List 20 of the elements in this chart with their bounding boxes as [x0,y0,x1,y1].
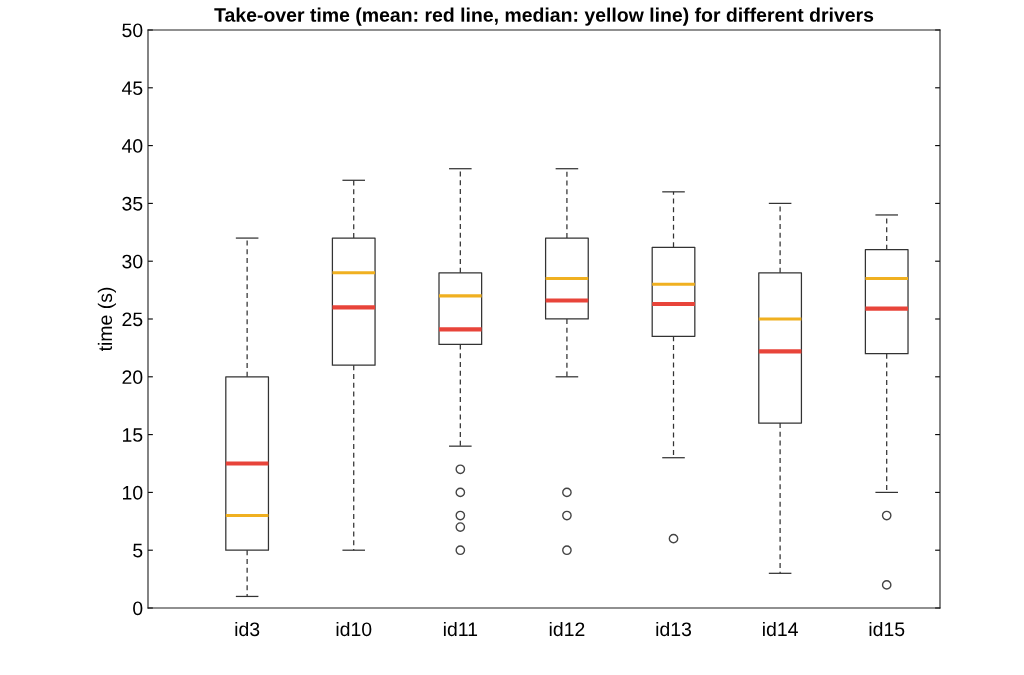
x-tick-label: id15 [869,621,905,637]
y-tick-label: 20 [122,370,143,385]
y-tick-label: 45 [121,81,143,96]
y-tick-label: 25 [122,312,143,327]
chart-title: Take-over time (mean: red line, median: yellow line) for different drivers [214,7,874,26]
x-tick-label: id3 [235,621,260,637]
x-tick-label: id10 [336,621,372,637]
y-tick-label: 5 [133,543,143,558]
y-tick-label: 0 [133,601,143,616]
y-tick-label: 30 [122,254,143,269]
x-tick-label: id11 [443,621,478,637]
x-tick-label: id14 [763,621,798,637]
y-tick-label: 10 [123,485,143,500]
x-tick-label: id12 [549,621,585,637]
y-tick-label: 40 [121,139,143,153]
x-tick-label: id13 [656,621,692,637]
y-axis-title: time (s) [97,287,116,352]
y-tick-label: 50 [122,23,143,38]
y-tick-label: 15 [123,428,143,442]
y-tick-label: 35 [122,196,143,211]
